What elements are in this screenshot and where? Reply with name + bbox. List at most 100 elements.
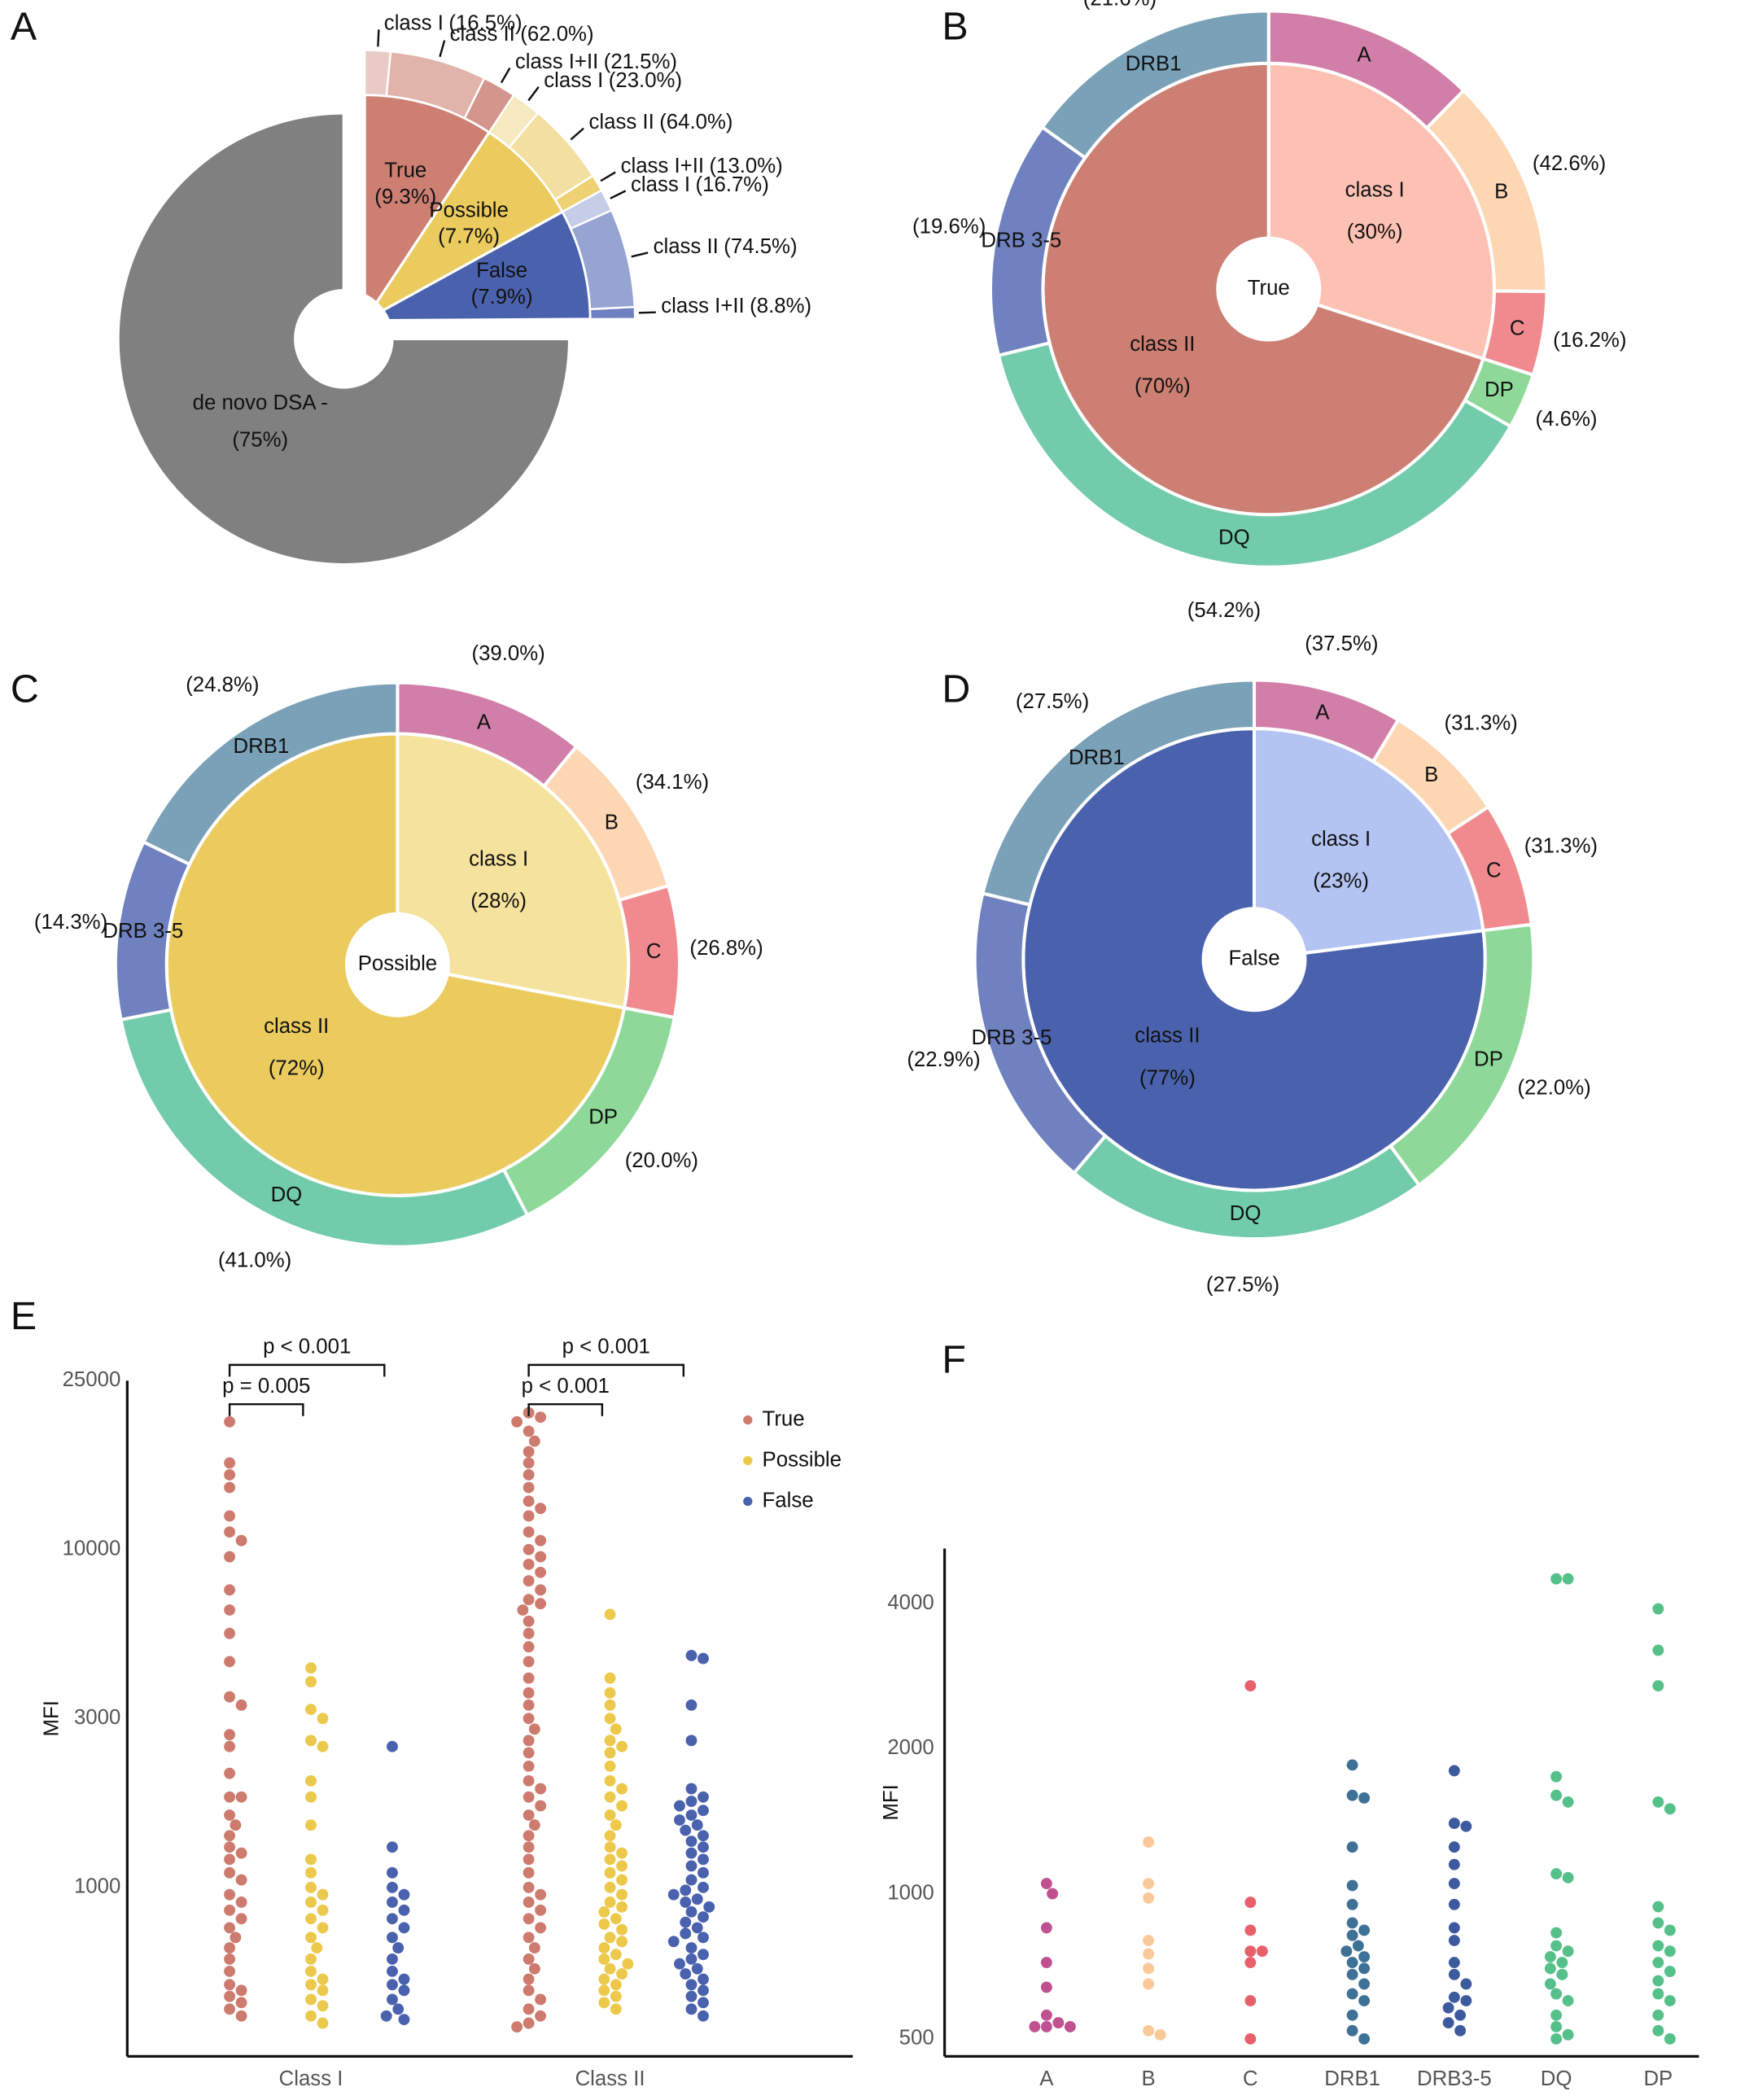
ring-label: A [1315, 701, 1330, 724]
point [667, 1936, 680, 1948]
point [1346, 1759, 1358, 1771]
ring-value: (16.5%) [448, 12, 522, 35]
x-tick-label: DP [1643, 2067, 1673, 2090]
point [224, 1526, 236, 1538]
point [235, 1913, 247, 1925]
point [604, 1735, 616, 1747]
point [387, 1953, 398, 1965]
point [610, 2003, 622, 2015]
point [1442, 2002, 1454, 2014]
ring-label: DRB 3-5 [981, 230, 1061, 252]
point [317, 1904, 329, 1916]
ring-segment [996, 340, 1513, 569]
point [1352, 1940, 1364, 1952]
point [387, 1897, 398, 1908]
point [1664, 1945, 1676, 1958]
point [523, 1953, 535, 1965]
point [392, 1942, 405, 1954]
point [1544, 1962, 1556, 1975]
point [685, 1699, 698, 1711]
point [698, 1984, 709, 1997]
ring-segment [141, 680, 400, 867]
point [224, 1415, 236, 1428]
point [1664, 1995, 1676, 2006]
legend-marker [743, 1496, 753, 1507]
ring-label: class I+II [515, 50, 598, 73]
point [674, 1800, 685, 1812]
ring-label: A [1357, 43, 1371, 66]
point [235, 1897, 247, 1908]
point [523, 1558, 535, 1570]
slice-label: de novo DSA - [193, 392, 328, 414]
ring-value: (27.5%) [1206, 1274, 1279, 1297]
point [698, 1997, 709, 2009]
hole [344, 912, 450, 1017]
point [523, 1594, 535, 1606]
ring-label: class I+II [661, 295, 744, 317]
point [1346, 1789, 1358, 1801]
point [1652, 1940, 1664, 1952]
x-tick-label: A [1039, 2067, 1054, 2090]
ring-value: (74.5%) [724, 235, 797, 258]
point [224, 1979, 236, 1991]
point [305, 1704, 317, 1716]
point [604, 1760, 616, 1772]
point [598, 1942, 610, 1954]
point [305, 1881, 317, 1893]
point [1652, 1917, 1664, 1929]
point [685, 1783, 698, 1795]
point [305, 1819, 317, 1831]
point [523, 1641, 535, 1653]
point [604, 1866, 616, 1879]
point [1442, 2017, 1454, 2029]
leader-line [570, 127, 584, 141]
ring-label: class I [384, 12, 444, 35]
leader-line [500, 67, 511, 84]
point [387, 1881, 398, 1893]
y-tick-label: 500 [899, 2027, 934, 2050]
slice-value: (70%) [1135, 374, 1191, 397]
point [235, 2010, 247, 2022]
ring-label: DRB1 [234, 735, 290, 758]
point [523, 1984, 535, 1997]
slice-value: (28%) [470, 890, 527, 912]
point [224, 1468, 236, 1481]
point [535, 1598, 547, 1610]
y-tick-label: 10000 [63, 1538, 121, 1560]
point [523, 2017, 535, 2029]
point [1064, 2020, 1076, 2032]
point [224, 1584, 236, 1596]
panel-letter: B [942, 5, 968, 49]
point [685, 1649, 698, 1661]
point [535, 1566, 547, 1578]
point [685, 1735, 698, 1747]
x-tick-label: C [1243, 2067, 1258, 2090]
slice-label: class I [1345, 178, 1405, 201]
point [1040, 1878, 1052, 1889]
point [616, 1936, 628, 1948]
point [1244, 1995, 1257, 2006]
ring-label: DP [588, 1105, 618, 1128]
point [680, 1897, 692, 1908]
point [387, 1965, 398, 1977]
point [698, 2010, 709, 2022]
point [610, 1723, 622, 1735]
ring-value: (23.0%) [609, 69, 682, 92]
point [523, 1526, 535, 1538]
point [224, 1691, 236, 1703]
point [1448, 1922, 1460, 1934]
slice-label: class I [469, 847, 528, 870]
panel-letter: A [11, 5, 37, 49]
point [1040, 2009, 1052, 2021]
point [305, 1853, 317, 1866]
point [535, 1800, 547, 1812]
point [523, 1932, 535, 1944]
point [523, 1446, 535, 1458]
ring-label: DRB1 [1069, 746, 1125, 769]
point [230, 1819, 242, 1831]
ring-label: C [646, 940, 662, 963]
point [1556, 1968, 1568, 1980]
point [1550, 1770, 1563, 1783]
point [1550, 2020, 1563, 2032]
point [511, 1415, 523, 1428]
